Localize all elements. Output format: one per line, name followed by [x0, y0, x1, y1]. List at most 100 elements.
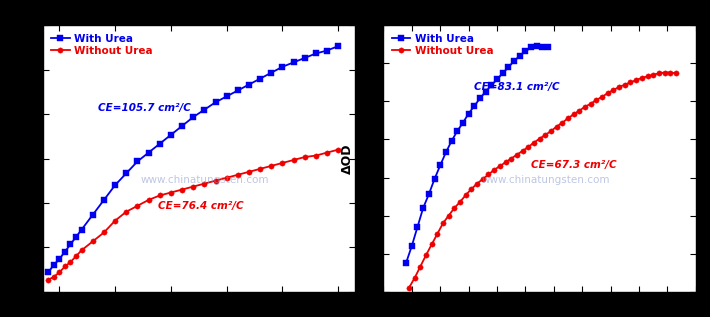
Without Urea	[290, 158, 298, 162]
With Urea	[334, 44, 342, 48]
Without Urea	[133, 204, 142, 208]
Without Urea	[484, 172, 493, 176]
Text: CE=83.1 cm²/C: CE=83.1 cm²/C	[474, 82, 560, 92]
With Urea	[515, 54, 524, 58]
Without Urea	[569, 113, 578, 116]
With Urea	[144, 151, 153, 154]
With Urea	[476, 96, 484, 100]
With Urea	[212, 100, 220, 104]
With Urea	[256, 77, 264, 81]
X-axis label: Charge density(mC/cm²): Charge density(mC/cm²)	[459, 312, 620, 317]
Without Urea	[144, 198, 153, 202]
With Urea	[413, 225, 422, 229]
With Urea	[200, 108, 209, 112]
With Urea	[538, 45, 547, 49]
Without Urea	[278, 161, 287, 165]
Without Urea	[178, 188, 186, 191]
With Urea	[408, 244, 416, 248]
Text: CE=105.7 cm²/C: CE=105.7 cm²/C	[99, 103, 191, 113]
Without Urea	[323, 151, 332, 154]
Without Urea	[575, 109, 584, 113]
Without Urea	[222, 176, 231, 180]
With Urea	[167, 133, 175, 137]
Without Urea	[609, 88, 618, 92]
Without Urea	[55, 270, 64, 274]
With Urea	[66, 243, 75, 246]
With Urea	[544, 46, 552, 49]
With Urea	[419, 206, 427, 210]
With Urea	[300, 56, 309, 60]
Without Urea	[410, 276, 419, 280]
With Urea	[453, 129, 462, 133]
Line: With Urea: With Urea	[45, 43, 341, 275]
Line: Without Urea: Without Urea	[45, 147, 341, 282]
Without Urea	[621, 83, 629, 87]
Legend: With Urea, Without Urea: With Urea, Without Urea	[388, 30, 496, 59]
With Urea	[77, 228, 86, 231]
Without Urea	[433, 232, 442, 236]
Without Urea	[524, 145, 532, 149]
Without Urea	[77, 248, 86, 252]
Without Urea	[256, 167, 264, 171]
Line: Without Urea: Without Urea	[406, 70, 679, 290]
Without Urea	[547, 129, 555, 133]
Without Urea	[212, 179, 220, 183]
Text: www.chinatungsten.com: www.chinatungsten.com	[141, 175, 269, 185]
Without Urea	[189, 185, 197, 189]
Without Urea	[439, 221, 447, 225]
Without Urea	[490, 168, 498, 172]
Without Urea	[60, 265, 69, 268]
Without Urea	[312, 154, 320, 158]
Without Urea	[300, 155, 309, 159]
Without Urea	[501, 160, 510, 164]
Without Urea	[643, 74, 652, 78]
Without Urea	[649, 73, 657, 77]
Without Urea	[638, 76, 646, 80]
Without Urea	[581, 105, 589, 109]
Without Urea	[535, 137, 544, 141]
With Urea	[493, 77, 501, 81]
Without Urea	[496, 164, 504, 168]
Y-axis label: ΔOD: ΔOD	[341, 143, 354, 174]
With Urea	[178, 124, 186, 128]
With Urea	[510, 59, 518, 63]
Without Urea	[626, 81, 635, 84]
Without Urea	[592, 98, 601, 102]
Without Urea	[672, 71, 680, 75]
With Urea	[323, 49, 332, 52]
Without Urea	[586, 102, 595, 106]
Without Urea	[72, 254, 80, 258]
With Urea	[50, 263, 58, 267]
Text: CE=67.3 cm²/C: CE=67.3 cm²/C	[531, 160, 617, 170]
Without Urea	[467, 187, 476, 191]
Text: CE=76.4 cm²/C: CE=76.4 cm²/C	[158, 201, 243, 211]
With Urea	[99, 198, 108, 202]
With Urea	[447, 139, 456, 143]
Without Urea	[50, 275, 58, 279]
Without Urea	[564, 116, 572, 120]
Without Urea	[155, 194, 164, 197]
With Urea	[487, 84, 496, 87]
With Urea	[245, 83, 253, 87]
With Urea	[470, 104, 479, 108]
Without Urea	[604, 91, 612, 95]
Without Urea	[99, 230, 108, 234]
Without Urea	[167, 191, 175, 194]
With Urea	[155, 142, 164, 146]
With Urea	[278, 65, 287, 69]
Without Urea	[416, 265, 425, 268]
Without Urea	[598, 95, 606, 99]
Without Urea	[234, 173, 242, 177]
Text: (b): (b)	[337, 0, 364, 15]
Text: www.chinatungsten.com: www.chinatungsten.com	[481, 175, 610, 185]
Without Urea	[479, 177, 487, 181]
With Urea	[189, 115, 197, 119]
Without Urea	[422, 253, 430, 257]
Without Urea	[552, 125, 561, 128]
Without Urea	[507, 157, 515, 160]
With Urea	[459, 121, 467, 125]
Without Urea	[44, 278, 53, 282]
Without Urea	[615, 85, 623, 89]
Without Urea	[405, 286, 413, 290]
Without Urea	[655, 71, 663, 75]
